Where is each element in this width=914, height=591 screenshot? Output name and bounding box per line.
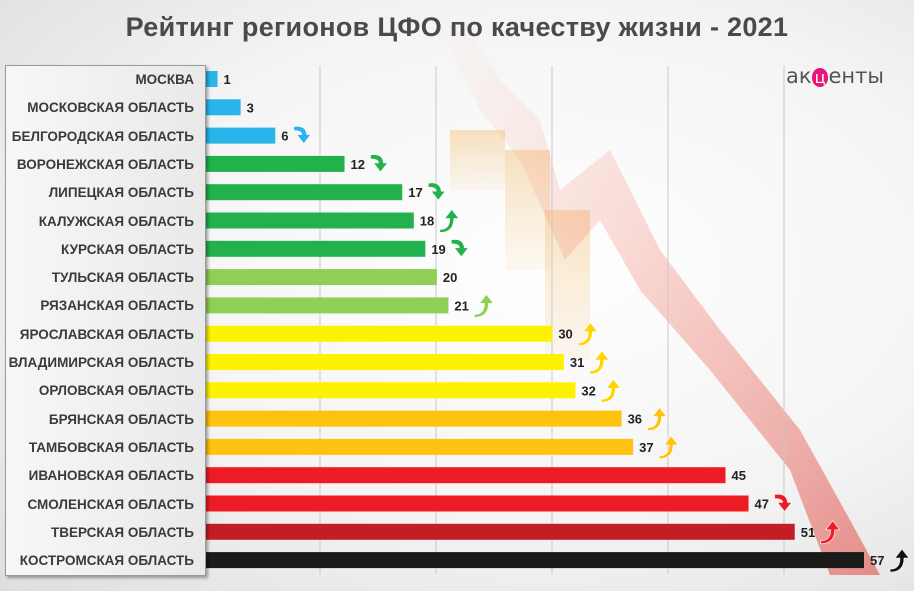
bar bbox=[206, 240, 426, 257]
bar bbox=[206, 467, 726, 484]
region-label: Смоленская область bbox=[27, 496, 194, 512]
bar bbox=[206, 354, 564, 370]
value-label: 3 bbox=[247, 100, 254, 115]
logo-text-start: ак bbox=[786, 64, 812, 88]
value-label: 45 bbox=[731, 468, 745, 483]
value-label: 51 bbox=[801, 525, 815, 540]
bar bbox=[206, 552, 864, 569]
trend-down-arrow-icon bbox=[451, 239, 469, 258]
bar bbox=[206, 155, 345, 172]
region-label: Костромская область bbox=[19, 553, 194, 569]
bar bbox=[206, 410, 622, 427]
trend-up-arrow-icon bbox=[647, 407, 668, 431]
logo-text-end: енты bbox=[828, 64, 884, 88]
value-label: 19 bbox=[431, 242, 445, 257]
bar bbox=[206, 212, 414, 229]
region-label: Брянская область bbox=[48, 411, 194, 427]
value-label: 36 bbox=[628, 412, 642, 427]
value-label: 17 bbox=[408, 185, 422, 200]
trend-arrows bbox=[293, 125, 910, 573]
bar bbox=[206, 438, 634, 455]
value-label: 1 bbox=[224, 72, 231, 87]
trend-down-arrow-icon bbox=[370, 154, 389, 173]
region-label: Орловская область bbox=[38, 383, 194, 399]
bar bbox=[206, 184, 403, 201]
value-label: 47 bbox=[755, 497, 769, 512]
region-label: Тверская область bbox=[51, 524, 194, 540]
value-label: 21 bbox=[454, 298, 468, 313]
region-label: Ярославская область bbox=[19, 326, 194, 342]
region-label-panel: Москва Московская область Белгородская обл… bbox=[5, 65, 206, 576]
bar bbox=[206, 127, 276, 144]
background-decoration bbox=[440, 10, 880, 575]
region-label: Ивановская область bbox=[28, 468, 194, 484]
trend-up-arrow-icon bbox=[474, 293, 495, 318]
trend-up-arrow-icon bbox=[820, 520, 841, 545]
value-label: 37 bbox=[639, 440, 653, 455]
akcenty-logo: ак ц енты bbox=[786, 64, 884, 88]
value-label: 20 bbox=[443, 270, 457, 285]
value-label: 30 bbox=[558, 327, 572, 342]
bar bbox=[206, 495, 749, 512]
region-label: Курская область bbox=[61, 241, 194, 257]
bars bbox=[206, 71, 864, 569]
value-label: 31 bbox=[570, 355, 584, 370]
region-label: Калужская область bbox=[38, 213, 194, 229]
value-label: 32 bbox=[581, 383, 595, 398]
region-label: Липецкая область bbox=[48, 185, 194, 201]
value-label: 6 bbox=[281, 129, 288, 144]
region-label: Московская область bbox=[27, 100, 194, 116]
value-label: 18 bbox=[420, 214, 434, 229]
bar bbox=[206, 71, 218, 87]
region-label: Рязанская область bbox=[40, 298, 194, 314]
bar bbox=[206, 99, 241, 116]
trend-up-arrow-icon bbox=[589, 350, 610, 375]
region-label: Владимирская область bbox=[8, 355, 194, 370]
trend-up-arrow-icon bbox=[578, 322, 598, 347]
gridlines bbox=[319, 66, 785, 574]
trend-down-arrow-icon bbox=[774, 493, 793, 512]
value-label: 12 bbox=[351, 157, 365, 172]
bar bbox=[206, 523, 795, 540]
region-label: Тамбовская область bbox=[28, 439, 194, 455]
trend-down-arrow-icon bbox=[293, 125, 312, 145]
logo-mark: ц bbox=[811, 68, 829, 87]
region-label: Тульская область bbox=[51, 270, 194, 286]
trend-up-arrow-icon bbox=[889, 548, 910, 573]
trend-down-arrow-icon bbox=[427, 182, 446, 201]
region-label: Белгородская область bbox=[11, 128, 194, 144]
bar bbox=[206, 269, 437, 286]
bar bbox=[206, 382, 576, 399]
trend-up-arrow-icon bbox=[658, 435, 679, 460]
bar bbox=[206, 297, 449, 314]
region-label: Воронежская область bbox=[16, 156, 194, 172]
trend-up-arrow-icon bbox=[601, 378, 622, 403]
region-label: Москва bbox=[135, 72, 194, 87]
bar bbox=[206, 325, 553, 342]
value-label: 57 bbox=[870, 553, 884, 568]
trend-up-arrow-icon bbox=[439, 209, 460, 233]
